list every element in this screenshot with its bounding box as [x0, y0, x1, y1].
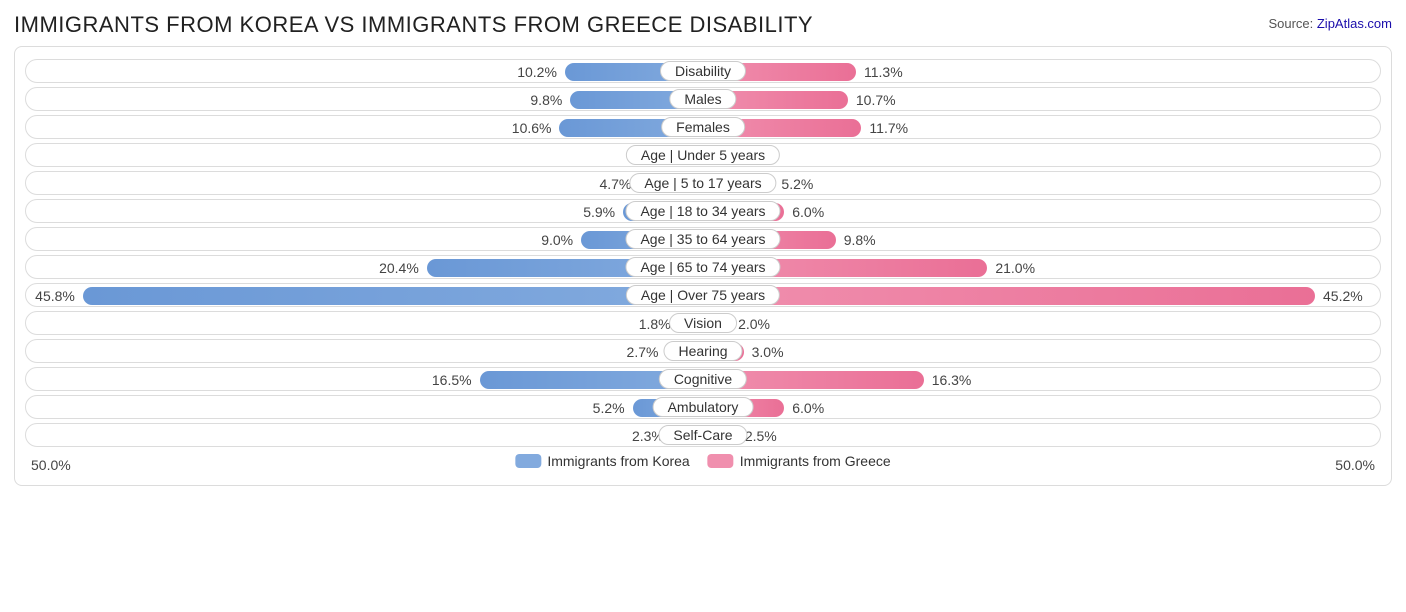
- chart-rows: 10.2%11.3%Disability9.8%10.7%Males10.6%1…: [25, 59, 1381, 447]
- legend: Immigrants from Korea Immigrants from Gr…: [515, 453, 890, 469]
- legend-swatch-left: [515, 454, 541, 468]
- value-label-left: 5.9%: [583, 200, 615, 224]
- value-label-right: 16.3%: [932, 368, 972, 392]
- value-label-right: 6.0%: [792, 396, 824, 420]
- value-label-left: 9.8%: [530, 88, 562, 112]
- diverging-bar-chart: 10.2%11.3%Disability9.8%10.7%Males10.6%1…: [14, 46, 1392, 486]
- category-pill: Cognitive: [659, 369, 747, 389]
- value-label-right: 11.7%: [869, 116, 908, 140]
- category-pill: Age | 18 to 34 years: [625, 201, 780, 221]
- chart-row: 45.8% 45.2% Age | Over 75 years: [25, 283, 1381, 307]
- source-link[interactable]: ZipAtlas.com: [1317, 16, 1392, 31]
- chart-row: 5.9% 6.0% Age | 18 to 34 years: [25, 199, 1381, 223]
- value-label-right: 21.0%: [995, 256, 1035, 280]
- chart-title: IMMIGRANTS FROM KOREA VS IMMIGRANTS FROM…: [14, 12, 813, 38]
- value-label-left: 10.2%: [517, 60, 557, 84]
- value-label-left: 4.7%: [599, 172, 631, 196]
- value-label-right: 9.8%: [844, 228, 876, 252]
- value-label-left: 2.7%: [627, 340, 659, 364]
- chart-container: IMMIGRANTS FROM KOREA VS IMMIGRANTS FROM…: [0, 0, 1406, 612]
- source-attribution: Source: ZipAtlas.com: [1268, 16, 1392, 31]
- value-label-right: 3.0%: [752, 340, 784, 364]
- value-label-right: 6.0%: [792, 200, 824, 224]
- chart-row: 20.4% 21.0% Age | 65 to 74 years: [25, 255, 1381, 279]
- value-label-right: 2.0%: [738, 312, 770, 336]
- chart-row: 2.3%2.5%Self-Care: [25, 423, 1381, 447]
- chart-footer: 50.0% 50.0% Immigrants from Korea Immigr…: [25, 453, 1381, 481]
- category-pill: Disability: [660, 61, 746, 81]
- value-label-left: 9.0%: [541, 228, 573, 252]
- category-pill: Hearing: [663, 341, 742, 361]
- category-pill: Age | Under 5 years: [626, 145, 780, 165]
- chart-row: 4.7% 5.2%Age | 5 to 17 years: [25, 171, 1381, 195]
- bar-right: [703, 287, 1315, 305]
- axis-label-left: 50.0%: [31, 457, 71, 473]
- chart-row: 10.6% 11.7% Females: [25, 115, 1381, 139]
- chart-row: 5.2% 6.0% Ambulatory: [25, 395, 1381, 419]
- chart-row: 1.8% 2.0%Vision: [25, 311, 1381, 335]
- category-pill: Females: [661, 117, 745, 137]
- value-label-right: 10.7%: [856, 88, 896, 112]
- value-label-left: 1.8%: [639, 312, 671, 336]
- value-label-right: 45.2%: [1323, 284, 1363, 308]
- category-pill: Males: [669, 89, 736, 109]
- chart-row: 9.8% 10.7% Males: [25, 87, 1381, 111]
- legend-label-right: Immigrants from Greece: [740, 453, 891, 469]
- category-pill: Age | Over 75 years: [626, 285, 780, 305]
- legend-item-right: Immigrants from Greece: [708, 453, 891, 469]
- legend-label-left: Immigrants from Korea: [547, 453, 689, 469]
- chart-row: 16.5% 16.3% Cognitive: [25, 367, 1381, 391]
- value-label-right: 2.5%: [745, 424, 777, 448]
- category-pill: Ambulatory: [653, 397, 754, 417]
- chart-row: 1.1%1.3%Age | Under 5 years: [25, 143, 1381, 167]
- category-pill: Age | 5 to 17 years: [629, 173, 776, 193]
- value-label-left: 5.2%: [593, 396, 625, 420]
- legend-item-left: Immigrants from Korea: [515, 453, 689, 469]
- category-pill: Vision: [669, 313, 737, 333]
- legend-swatch-right: [708, 454, 734, 468]
- axis-label-right: 50.0%: [1335, 457, 1375, 473]
- value-label-right: 5.2%: [781, 172, 813, 196]
- chart-row: 10.2% 11.3% Disability: [25, 59, 1381, 83]
- value-label-left: 10.6%: [512, 116, 552, 140]
- value-label-left: 20.4%: [379, 256, 419, 280]
- chart-row: 9.0% 9.8% Age | 35 to 64 years: [25, 227, 1381, 251]
- header: IMMIGRANTS FROM KOREA VS IMMIGRANTS FROM…: [14, 12, 1392, 38]
- chart-row: 2.7% 3.0% Hearing: [25, 339, 1381, 363]
- value-label-left: 16.5%: [432, 368, 472, 392]
- category-pill: Age | 35 to 64 years: [625, 229, 780, 249]
- value-label-left: 45.8%: [35, 284, 75, 308]
- category-pill: Age | 65 to 74 years: [625, 257, 780, 277]
- bar-left: [83, 287, 703, 305]
- value-label-right: 11.3%: [864, 60, 903, 84]
- category-pill: Self-Care: [658, 425, 747, 445]
- source-prefix: Source:: [1268, 16, 1316, 31]
